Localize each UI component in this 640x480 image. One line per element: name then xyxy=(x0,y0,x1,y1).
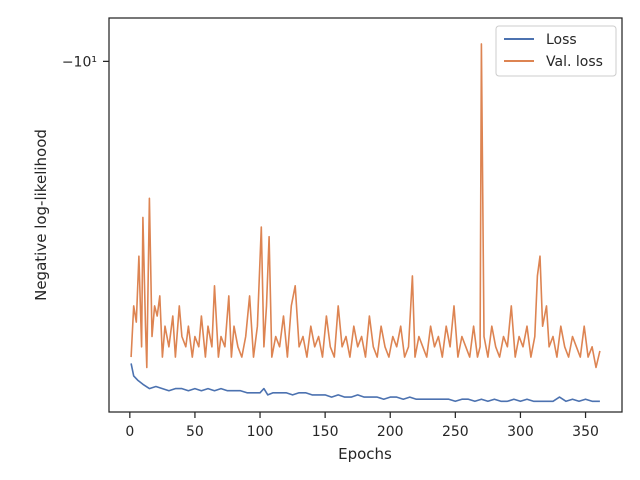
y-axis-label: Negative log-likelihood xyxy=(32,129,50,301)
x-axis-ticks: 0 50 100 150 200 250 300 350 xyxy=(125,412,599,440)
x-tick-label: 250 xyxy=(442,424,469,440)
x-tick-label: 350 xyxy=(572,424,599,440)
legend-label-loss: Loss xyxy=(546,32,577,48)
legend-label-val-loss: Val. loss xyxy=(546,54,603,70)
series-layer xyxy=(130,43,601,403)
x-tick-label: 0 xyxy=(125,424,134,440)
y-axis-ticks: −10¹ xyxy=(62,54,109,70)
x-tick-label: 100 xyxy=(247,424,274,440)
legend: Loss Val. loss xyxy=(495,25,617,77)
series-line-val-loss xyxy=(130,43,601,369)
series-line-loss xyxy=(130,363,600,403)
x-axis-label: Epochs xyxy=(338,445,392,463)
x-tick-label: 300 xyxy=(507,424,534,440)
x-tick-label: 200 xyxy=(377,424,404,440)
plot-area xyxy=(108,17,623,413)
x-tick-label: 50 xyxy=(186,424,204,440)
x-tick-label: 150 xyxy=(312,424,339,440)
y-tick-label: −10¹ xyxy=(62,54,97,70)
